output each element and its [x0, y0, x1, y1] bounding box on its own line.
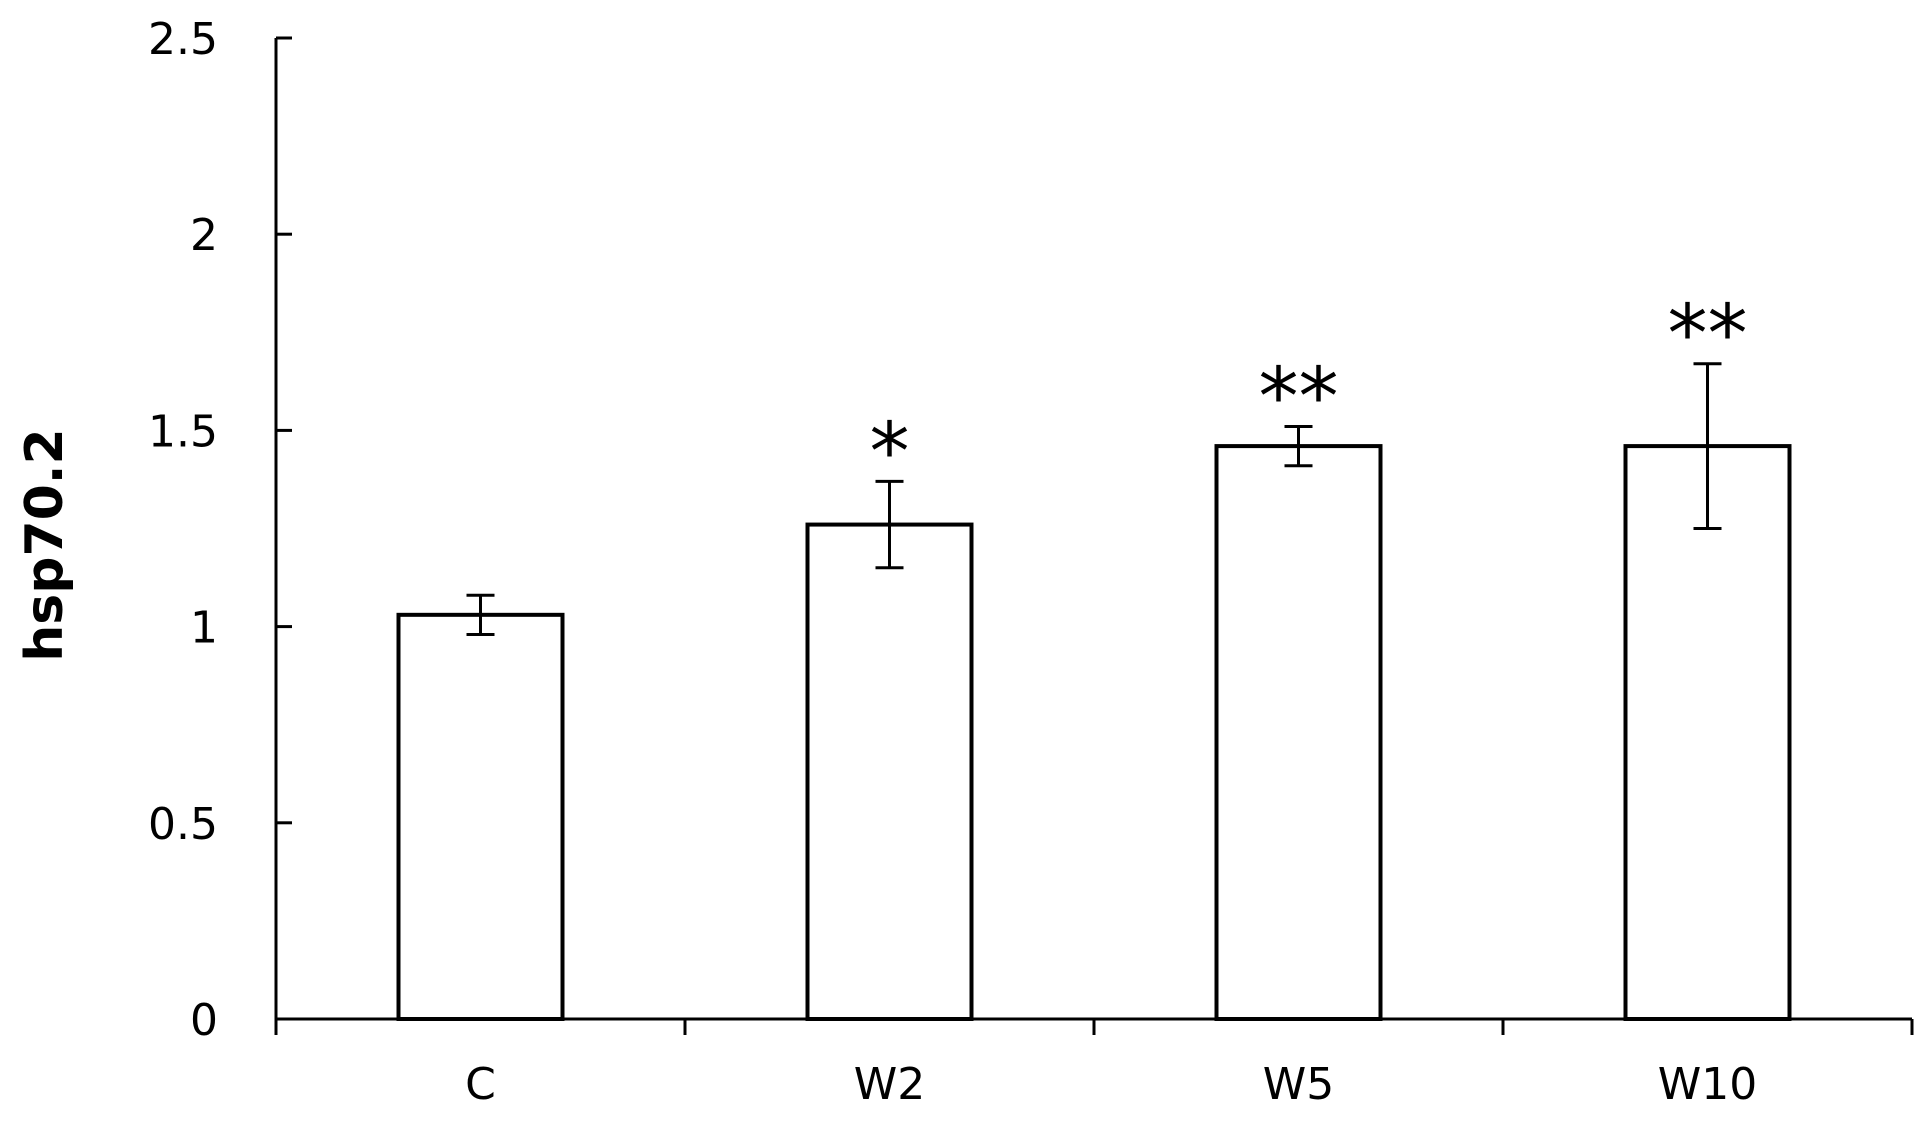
- y-tick-label: 2.5: [148, 14, 218, 65]
- bar: [1214, 444, 1383, 1021]
- x-tick-label: C: [465, 1059, 496, 1110]
- y-axis-label: hsp70.2: [15, 428, 75, 662]
- x-tick-label: W2: [854, 1059, 926, 1110]
- significance-marker: **: [1668, 288, 1748, 381]
- bar: [805, 522, 974, 1021]
- x-tick-label: W10: [1658, 1059, 1758, 1110]
- y-tick-label: 1: [190, 603, 218, 654]
- labels: 0 0.5 1 1.5 2 2.5 C W2 * W5 ** W10 **: [148, 14, 1757, 1110]
- bar: [396, 612, 565, 1021]
- y-tick-label: 0: [190, 995, 218, 1046]
- bar: [1623, 444, 1792, 1021]
- x-tick-label: W5: [1263, 1059, 1335, 1110]
- significance-marker: **: [1259, 350, 1339, 443]
- y-tick-label: 0.5: [148, 799, 218, 850]
- y-tick-label: 1.5: [148, 406, 218, 457]
- significance-marker: *: [870, 405, 910, 498]
- bars: [396, 362, 1792, 1021]
- y-tick-label: 2: [190, 210, 218, 261]
